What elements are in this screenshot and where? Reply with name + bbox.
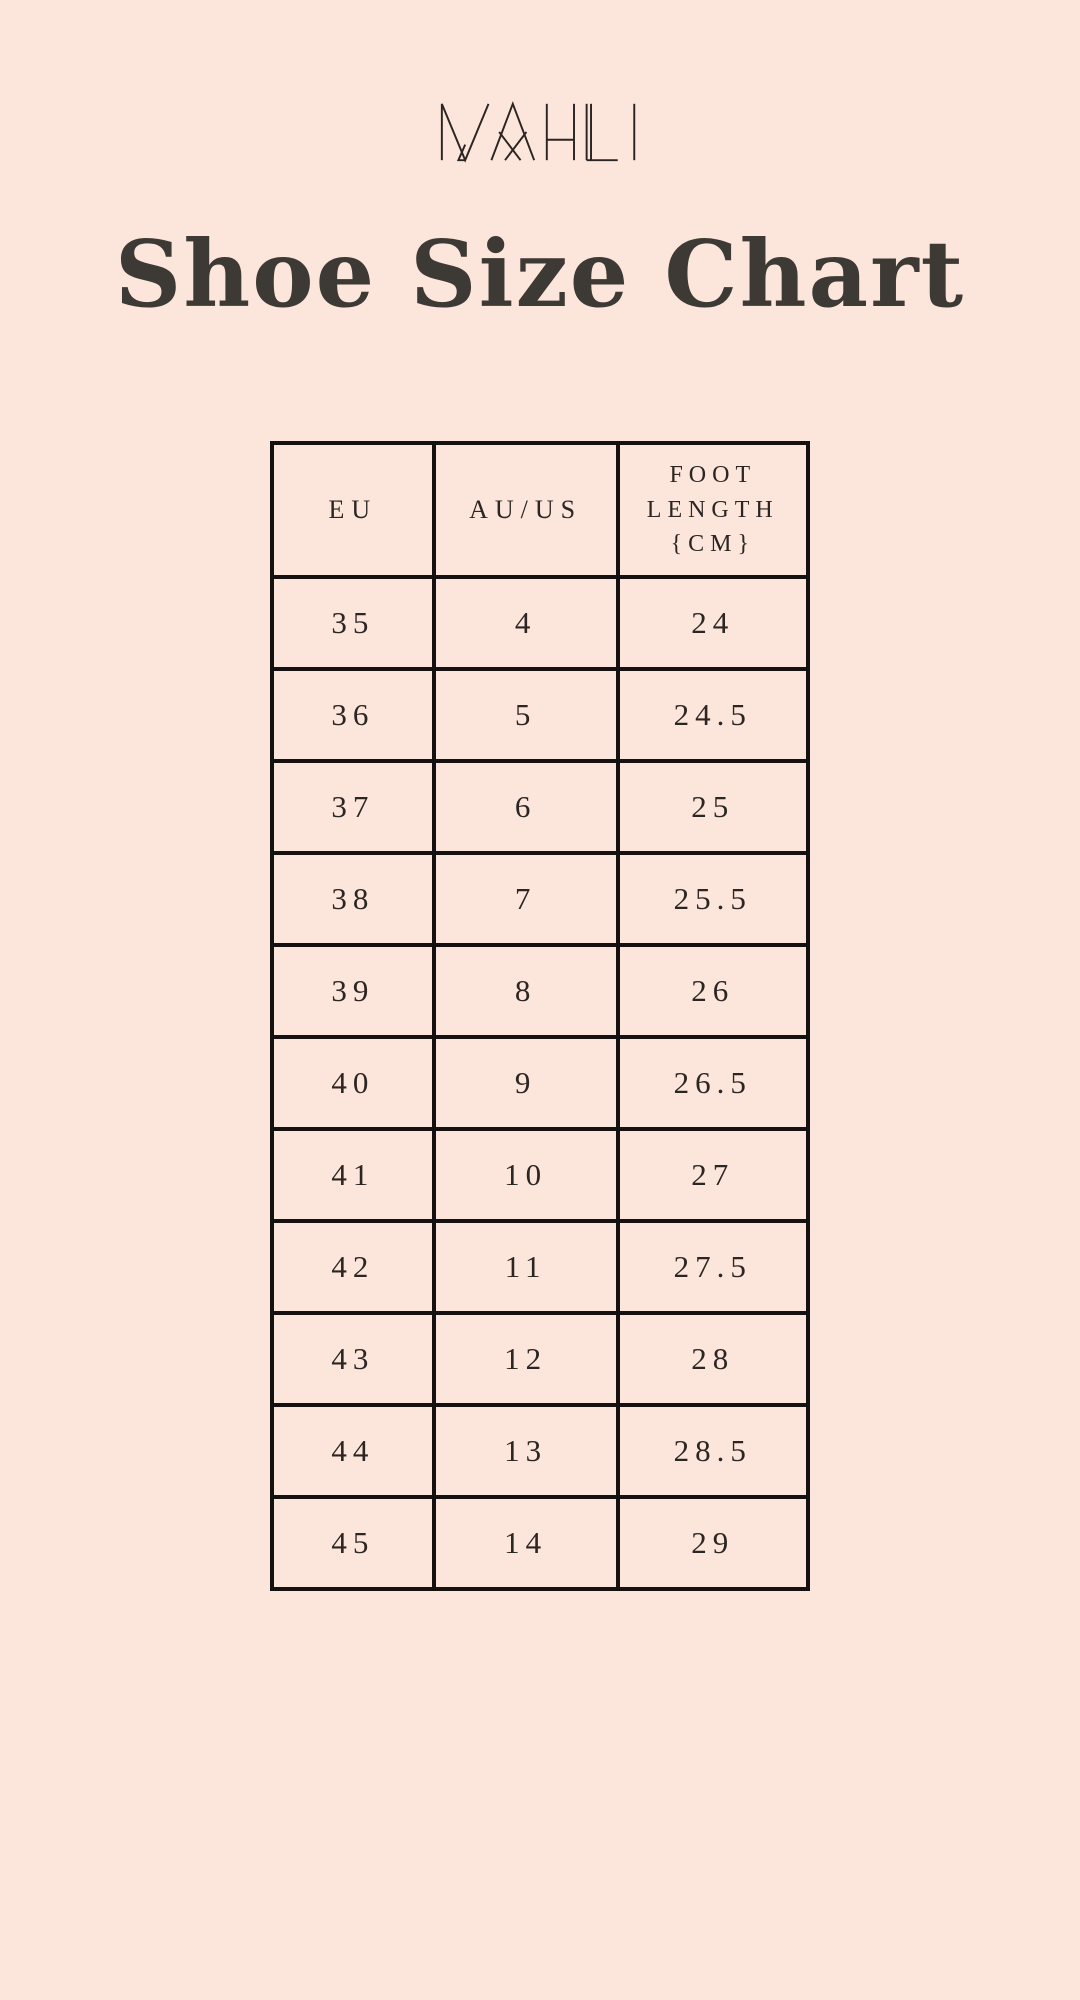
mahli-logo-icon [440,101,636,163]
table-row: 45 14 29 [270,1495,811,1591]
eu-size-cell: 43 [270,1311,436,1407]
foot-length-column-header: FOOT LENGTH {CM} [615,441,811,579]
foot-length-cell: 26 [615,943,811,1039]
table-row: 36 5 24.5 [270,667,811,763]
eu-size-cell: 39 [270,943,436,1039]
au-us-size-cell: 13 [431,1403,620,1499]
foot-length-cell: 28.5 [615,1403,811,1499]
eu-size-cell: 40 [270,1035,436,1131]
au-us-size-cell: 9 [431,1035,620,1131]
brand-logo: MAHLI [0,100,1080,169]
brand-name-text: MAHLI [643,100,644,101]
foot-length-cell: 25 [615,759,811,855]
foot-length-cell: 27 [615,1127,811,1223]
foot-length-cell: 26.5 [615,1035,811,1131]
shoe-size-table: EU AU/US FOOT LENGTH {CM} 35 4 24 36 5 2… [270,441,811,1591]
foot-length-header-line2: LENGTH [646,496,779,523]
eu-size-cell: 36 [270,667,436,763]
au-us-size-cell: 6 [431,759,620,855]
au-us-size-cell: 8 [431,943,620,1039]
eu-column-header: EU [270,441,436,579]
au-us-size-cell: 5 [431,667,620,763]
au-us-size-cell: 7 [431,851,620,947]
table-row: 42 11 27.5 [270,1219,811,1315]
eu-size-cell: 35 [270,575,436,671]
au-us-size-cell: 14 [431,1495,620,1591]
eu-size-cell: 42 [270,1219,436,1315]
eu-size-cell: 45 [270,1495,436,1591]
foot-length-header-line1: FOOT [669,461,757,488]
foot-length-cell: 28 [615,1311,811,1407]
au-us-size-cell: 12 [431,1311,620,1407]
foot-length-cell: 27.5 [615,1219,811,1315]
table-row: 39 8 26 [270,943,811,1039]
table-row: 40 9 26.5 [270,1035,811,1131]
au-us-size-cell: 4 [431,575,620,671]
table-row: 44 13 28.5 [270,1403,811,1499]
foot-length-cell: 25.5 [615,851,811,947]
table-row: 43 12 28 [270,1311,811,1407]
au-us-column-header: AU/US [431,441,620,579]
table-row: 37 6 25 [270,759,811,855]
eu-size-cell: 37 [270,759,436,855]
header-row: EU AU/US FOOT LENGTH {CM} [270,441,811,579]
size-table-body: 35 4 24 36 5 24.5 37 6 25 38 7 25.5 39 8 [270,575,811,1591]
foot-length-cell: 29 [615,1495,811,1591]
au-us-size-cell: 11 [431,1219,620,1315]
table-row: 41 10 27 [270,1127,811,1223]
au-us-size-cell: 10 [431,1127,620,1223]
table-row: 38 7 25.5 [270,851,811,947]
foot-length-header-line3: {CM} [670,531,755,558]
page-title: Shoe Size Chart [114,220,966,328]
foot-length-cell: 24 [615,575,811,671]
foot-length-cell: 24.5 [615,667,811,763]
eu-size-cell: 41 [270,1127,436,1223]
eu-size-cell: 44 [270,1403,436,1499]
size-table-header: EU AU/US FOOT LENGTH {CM} [270,441,811,579]
table-row: 35 4 24 [270,575,811,671]
eu-size-cell: 38 [270,851,436,947]
